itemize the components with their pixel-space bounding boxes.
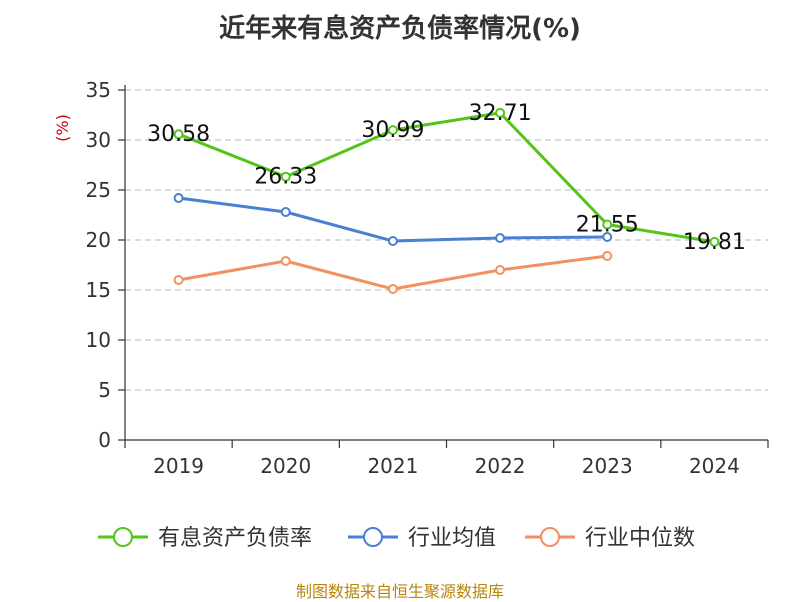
data-point — [495, 265, 506, 275]
legend-label: 有息资产负债率 — [158, 526, 312, 551]
data-label: 26.33 — [254, 165, 317, 190]
legend-item: 行业中位数 — [525, 526, 695, 551]
legend-marker — [363, 527, 383, 547]
legend: 有息资产负债率 行业均值 行业中位数 — [98, 526, 695, 551]
x-tick-label: 2022 — [475, 454, 526, 478]
data-point — [387, 284, 398, 294]
y-tick-label: 15 — [86, 278, 111, 302]
y-tick-label: 30 — [86, 128, 111, 152]
data-point — [495, 107, 506, 118]
x-tick-label: 2019 — [153, 454, 204, 478]
y-tick-label: 25 — [86, 178, 111, 202]
data-point — [280, 207, 291, 217]
data-labels: 30.58 26.33 30.99 32.71 21.55 19.81 — [147, 101, 746, 255]
y-tick-label: 35 — [86, 78, 111, 102]
data-point — [173, 129, 184, 140]
x-tick-label: 2020 — [260, 454, 311, 478]
axes: 0 5 10 15 20 25 30 35 2019 2020 2021 2022 2023 2024 — [86, 78, 769, 478]
legend-marker — [540, 527, 560, 547]
legend-marker — [113, 527, 133, 547]
data-point — [495, 233, 506, 243]
data-point — [387, 236, 398, 246]
data-point — [602, 219, 613, 230]
data-source-note: 制图数据来自恒生聚源数据库 — [295, 582, 504, 601]
data-point — [280, 256, 291, 266]
data-label: 30.58 — [147, 122, 210, 147]
series-lines — [173, 107, 720, 294]
legend-label: 行业均值 — [408, 526, 496, 551]
data-point — [602, 251, 613, 261]
legend-label: 行业中位数 — [585, 526, 695, 551]
series-line — [178, 196, 608, 243]
data-label: 21.55 — [576, 213, 639, 238]
x-tick-label: 2024 — [689, 454, 740, 478]
x-tick-label: 2023 — [582, 454, 633, 478]
legend-item: 行业均值 — [348, 526, 496, 551]
y-tick-label: 0 — [98, 428, 111, 452]
data-label: 30.99 — [361, 118, 424, 143]
data-point — [173, 275, 184, 285]
x-tick-label: 2021 — [367, 454, 418, 478]
data-label: 19.81 — [683, 230, 746, 255]
data-label: 32.71 — [469, 101, 532, 126]
data-point — [387, 125, 398, 136]
y-tick-label: 5 — [98, 378, 111, 402]
y-axis-label: (%) — [53, 114, 72, 142]
series-line — [178, 111, 715, 244]
y-tick-label: 20 — [86, 228, 111, 252]
legend-item: 有息资产负债率 — [98, 526, 312, 551]
data-point — [173, 193, 184, 203]
data-point — [280, 171, 291, 182]
y-tick-label: 10 — [86, 328, 111, 352]
data-point — [602, 232, 613, 242]
data-point — [709, 236, 720, 247]
chart-title: 近年来有息资产负债率情况(%) — [219, 14, 581, 44]
